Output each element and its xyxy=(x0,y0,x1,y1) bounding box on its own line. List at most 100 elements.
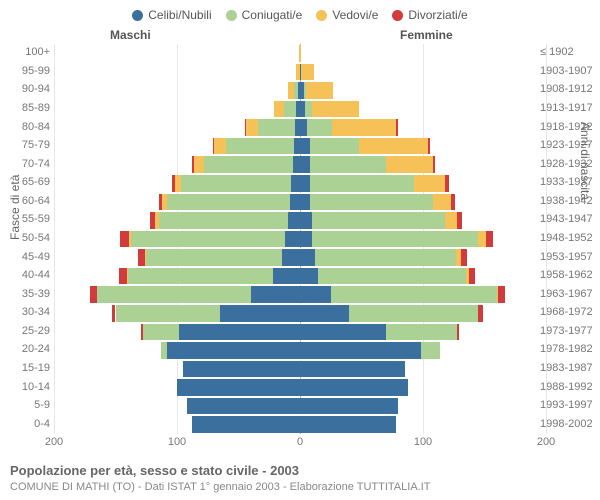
pyramid-row xyxy=(54,267,546,286)
pyramid-row xyxy=(54,118,546,137)
header-female: Femmine xyxy=(400,28,453,42)
age-label: 10-14 xyxy=(0,382,50,393)
chart-subtitle: COMUNE DI MATHI (TO) - Dati ISTAT 1° gen… xyxy=(10,480,430,494)
pyramid-row xyxy=(54,397,546,416)
pyramid-row xyxy=(54,415,546,434)
bar-male-w xyxy=(155,212,159,229)
bar-female-w xyxy=(433,194,451,211)
bar-male-d xyxy=(213,138,214,155)
bar-female-m xyxy=(312,231,478,248)
birth-year-label: 1973-1977 xyxy=(540,326,600,337)
legend-label: Celibi/Nubili xyxy=(148,8,211,22)
pyramid-row xyxy=(54,211,546,230)
bar-female-s xyxy=(300,194,310,211)
y-axis-right-labels: ≤ 19021903-19071908-19121913-19171918-19… xyxy=(540,44,600,434)
bar-female-m xyxy=(305,101,312,118)
bar-female-s xyxy=(300,398,398,415)
bar-female-d xyxy=(445,175,449,192)
bar-male-w xyxy=(129,231,131,248)
bar-male-s xyxy=(167,342,300,359)
bar-female-d xyxy=(498,286,505,303)
x-tick-label: 100 xyxy=(168,436,186,448)
bar-female-s xyxy=(300,249,315,266)
bar-male-s xyxy=(293,156,300,173)
age-label: 40-44 xyxy=(0,270,50,281)
bar-female-w xyxy=(332,119,396,136)
age-label: 50-54 xyxy=(0,233,50,244)
bar-male-d xyxy=(245,119,246,136)
pyramid-row xyxy=(54,285,546,304)
bar-male-s xyxy=(192,416,300,433)
birth-year-label: 1903-1907 xyxy=(540,66,600,77)
legend-label: Coniugati/e xyxy=(242,8,303,22)
bar-female-m xyxy=(310,138,359,155)
bar-female-d xyxy=(396,119,398,136)
bar-male-s xyxy=(290,194,300,211)
bar-male-w xyxy=(175,175,181,192)
bar-male-m xyxy=(116,305,221,322)
birth-year-label: 1988-1992 xyxy=(540,382,600,393)
age-label: 95-99 xyxy=(0,66,50,77)
pyramid-row xyxy=(54,137,546,156)
bar-male-m xyxy=(131,231,285,248)
bar-female-d xyxy=(478,305,483,322)
bar-female-d xyxy=(451,194,455,211)
bar-female-m xyxy=(310,175,415,192)
x-tick-label: 200 xyxy=(537,436,555,448)
bar-male-m xyxy=(143,324,180,341)
pyramid-row xyxy=(54,174,546,193)
pyramid-row xyxy=(54,378,546,397)
x-tick-label: 0 xyxy=(297,436,303,448)
bar-male-d xyxy=(172,175,174,192)
legend-swatch xyxy=(392,10,403,21)
age-label: 85-89 xyxy=(0,103,50,114)
bar-male-s xyxy=(179,324,300,341)
birth-year-label: 1983-1987 xyxy=(540,363,600,374)
bar-female-s xyxy=(300,119,307,136)
birth-year-label: 1958-1962 xyxy=(540,270,600,281)
bar-female-m xyxy=(349,305,478,322)
birth-year-label: 1913-1917 xyxy=(540,103,600,114)
bar-female-d xyxy=(461,249,467,266)
pyramid-row xyxy=(54,304,546,323)
birth-year-label: 1938-1942 xyxy=(540,196,600,207)
age-label: 60-64 xyxy=(0,196,50,207)
x-tick-label: 100 xyxy=(414,436,432,448)
birth-year-label: 1963-1967 xyxy=(540,289,600,300)
pyramid-row xyxy=(54,193,546,212)
bar-male-w xyxy=(288,82,294,99)
bar-male-d xyxy=(90,286,97,303)
legend-item: Divorziati/e xyxy=(392,8,467,22)
pyramid-row xyxy=(54,360,546,379)
bar-male-d xyxy=(119,268,126,285)
age-label: 80-84 xyxy=(0,122,50,133)
bar-female-d xyxy=(469,268,475,285)
bar-male-m xyxy=(226,138,294,155)
bar-male-w xyxy=(274,101,284,118)
bar-female-w xyxy=(300,45,301,62)
bar-male-d xyxy=(150,212,155,229)
pyramid-row xyxy=(54,323,546,342)
bar-female-w xyxy=(414,175,445,192)
age-label: 45-49 xyxy=(0,252,50,263)
bar-female-m xyxy=(318,268,466,285)
pyramid-row xyxy=(54,81,546,100)
header-male: Maschi xyxy=(110,28,151,42)
bar-female-m xyxy=(315,249,456,266)
bar-male-m xyxy=(204,156,293,173)
bar-male-s xyxy=(273,268,300,285)
bar-female-d xyxy=(433,156,435,173)
legend-swatch xyxy=(226,10,237,21)
bar-female-s xyxy=(300,156,310,173)
bar-female-s xyxy=(300,416,396,433)
bar-male-m xyxy=(284,101,296,118)
age-label: 20-24 xyxy=(0,344,50,355)
bar-male-s xyxy=(183,361,300,378)
bar-male-w xyxy=(214,138,226,155)
bar-female-s xyxy=(300,286,331,303)
birth-year-label: 1928-1932 xyxy=(540,159,600,170)
birth-year-label: 1908-1912 xyxy=(540,84,600,95)
bar-male-m xyxy=(294,82,298,99)
bar-female-s xyxy=(300,305,349,322)
bar-female-s xyxy=(300,361,405,378)
